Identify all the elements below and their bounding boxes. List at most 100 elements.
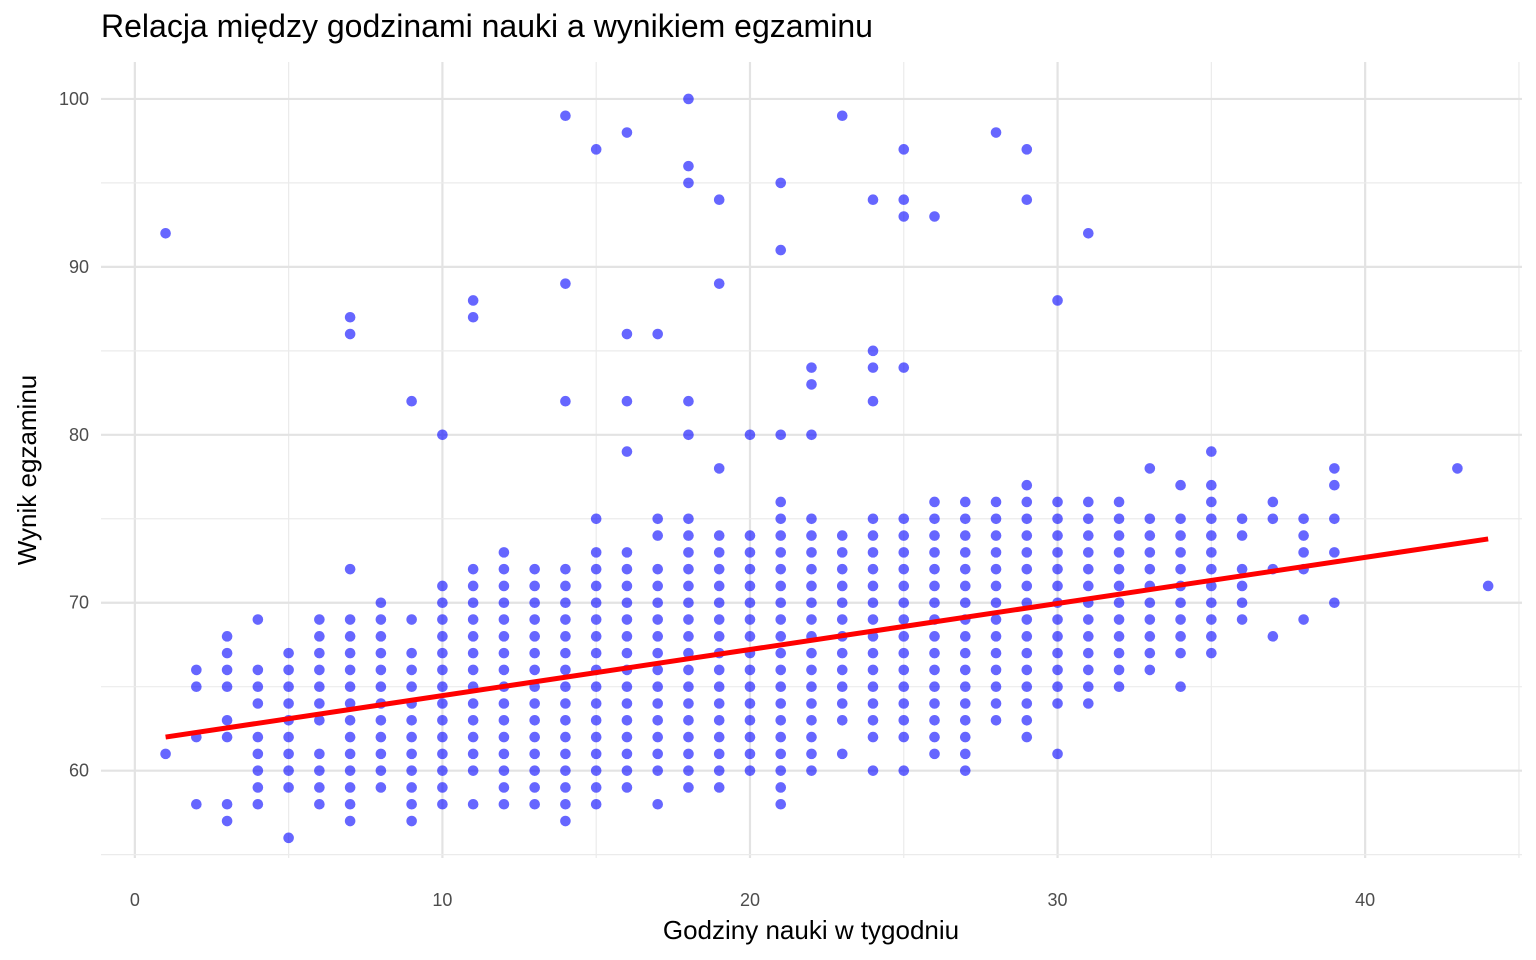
- data-point: [529, 563, 540, 575]
- data-point: [375, 647, 387, 659]
- data-point: [560, 647, 571, 659]
- data-point: [1175, 547, 1186, 558]
- data-point: [375, 765, 387, 776]
- data-point: [437, 798, 448, 810]
- data-point: [1083, 547, 1094, 558]
- data-point: [929, 563, 940, 575]
- data-point: [1052, 631, 1063, 642]
- data-point: [744, 429, 756, 441]
- data-point: [529, 731, 540, 743]
- data-point: [1175, 563, 1186, 575]
- data-point: [1113, 496, 1125, 508]
- data-point: [1175, 513, 1186, 525]
- data-point: [221, 681, 233, 693]
- data-point: [344, 311, 356, 323]
- data-point: [713, 547, 725, 558]
- data-point: [621, 328, 633, 340]
- data-point: [683, 664, 694, 676]
- data-point: [344, 563, 356, 575]
- data-point: [1021, 580, 1033, 592]
- data-point: [590, 547, 602, 558]
- data-point: [990, 631, 1002, 642]
- data-point: [775, 244, 787, 256]
- data-point: [1083, 580, 1094, 592]
- chart-title: Relacja między godzinami nauki a wynikie…: [101, 8, 873, 44]
- data-point: [652, 597, 664, 609]
- data-point: [713, 597, 725, 609]
- data-point: [621, 580, 633, 592]
- data-point: [437, 714, 448, 726]
- data-point: [1236, 597, 1248, 609]
- data-point: [806, 714, 817, 726]
- data-point: [929, 580, 940, 592]
- data-point: [929, 698, 940, 709]
- data-point: [836, 664, 848, 676]
- data-point: [344, 631, 356, 642]
- data-point: [437, 597, 448, 609]
- data-point: [467, 647, 479, 659]
- data-point: [713, 194, 725, 206]
- data-point: [314, 714, 325, 726]
- data-point: [590, 614, 602, 625]
- data-point: [406, 681, 417, 693]
- data-point: [990, 698, 1002, 709]
- data-point: [806, 530, 817, 541]
- data-point: [560, 765, 571, 776]
- data-point: [252, 681, 264, 693]
- data-point: [1175, 614, 1186, 625]
- data-point: [652, 698, 664, 709]
- data-point: [959, 631, 971, 642]
- data-point: [1083, 614, 1094, 625]
- data-point: [713, 530, 725, 541]
- data-point: [898, 597, 910, 609]
- data-point: [1236, 513, 1248, 525]
- data-point: [775, 782, 787, 793]
- data-point: [1206, 479, 1217, 491]
- data-point: [713, 278, 725, 289]
- data-point: [959, 664, 971, 676]
- data-point: [375, 664, 387, 676]
- data-point: [252, 614, 264, 625]
- data-point: [898, 211, 910, 222]
- data-point: [898, 664, 910, 676]
- data-point: [1083, 496, 1094, 508]
- data-point: [252, 748, 264, 760]
- data-point: [437, 614, 448, 625]
- data-point: [1021, 513, 1033, 525]
- data-point: [1021, 731, 1033, 743]
- data-point: [1175, 681, 1186, 693]
- data-point: [1113, 580, 1125, 592]
- data-point: [560, 278, 571, 289]
- data-point: [929, 714, 940, 726]
- data-point: [683, 160, 694, 172]
- data-point: [806, 379, 817, 390]
- data-point: [1329, 547, 1340, 558]
- data-point: [221, 664, 233, 676]
- data-point: [1052, 563, 1063, 575]
- data-point: [529, 714, 540, 726]
- data-point: [375, 731, 387, 743]
- data-point: [929, 664, 940, 676]
- data-point: [806, 429, 817, 441]
- data-point: [683, 177, 694, 189]
- data-point: [344, 714, 356, 726]
- data-point: [775, 597, 787, 609]
- data-point: [1113, 614, 1125, 625]
- data-point: [806, 765, 817, 776]
- data-point: [1267, 496, 1279, 508]
- data-point: [775, 547, 787, 558]
- data-point: [652, 765, 664, 776]
- data-point: [621, 765, 633, 776]
- data-point: [221, 731, 233, 743]
- data-point: [621, 647, 633, 659]
- data-point: [806, 664, 817, 676]
- data-point: [1021, 563, 1033, 575]
- data-point: [990, 714, 1002, 726]
- data-point: [867, 731, 879, 743]
- data-point: [406, 815, 417, 827]
- data-point: [1083, 513, 1094, 525]
- data-point: [375, 681, 387, 693]
- data-point: [683, 782, 694, 793]
- data-point: [713, 698, 725, 709]
